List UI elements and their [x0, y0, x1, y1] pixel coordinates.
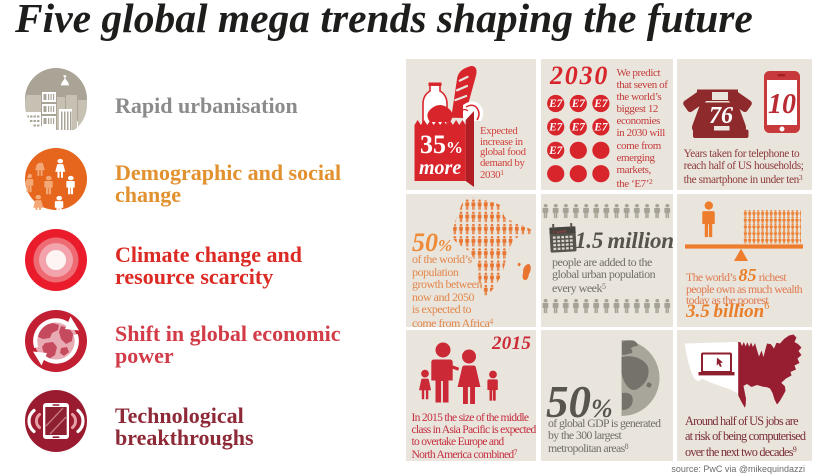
svg-text:76: 76: [709, 103, 733, 129]
svg-text:E7: E7: [548, 145, 564, 157]
svg-text:1 week: 1 week: [552, 230, 567, 236]
svg-text:E7: E7: [548, 98, 564, 110]
svg-text:10: 10: [768, 89, 796, 120]
svg-text:more: more: [419, 157, 461, 179]
svg-text:E7: E7: [571, 98, 587, 110]
svg-text:E7: E7: [593, 98, 609, 110]
svg-text:35%: 35%: [420, 130, 463, 159]
